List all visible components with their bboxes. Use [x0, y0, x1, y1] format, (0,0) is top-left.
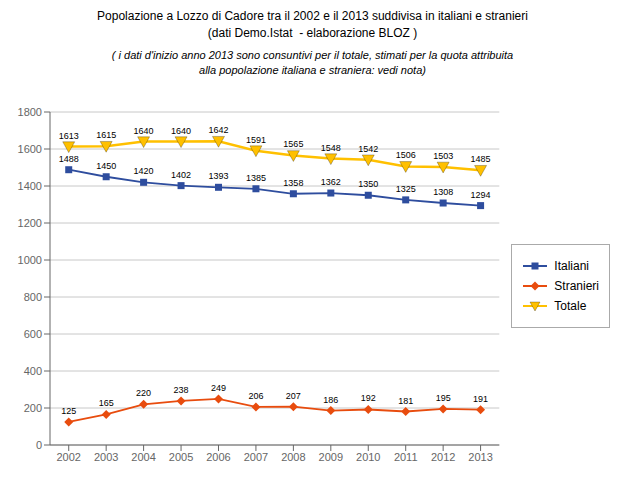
svg-text:1358: 1358: [283, 178, 303, 188]
svg-text:2009: 2009: [319, 451, 343, 463]
svg-text:207: 207: [286, 391, 301, 401]
svg-text:800: 800: [24, 291, 42, 303]
svg-text:2005: 2005: [169, 451, 193, 463]
svg-text:191: 191: [473, 394, 488, 404]
svg-text:1000: 1000: [18, 254, 42, 266]
svg-text:600: 600: [24, 328, 42, 340]
svg-text:1542: 1542: [358, 144, 378, 154]
svg-text:1450: 1450: [96, 161, 116, 171]
html-text:( i dati d'inizio anno 2013 so: ( i dati d'inizio anno 2013 sono consunt…: [111, 49, 514, 61]
html-text:Popolazione a Lozzo di Cadore: Popolazione a Lozzo di Cadore tra il 200…: [97, 9, 528, 23]
svg-text:2008: 2008: [281, 451, 305, 463]
svg-text:195: 195: [436, 393, 451, 403]
svg-text:1503: 1503: [433, 151, 453, 161]
html-text:(dati Demo.Istat - elaborazion: (dati Demo.Istat - elaborazione BLOZ ): [207, 26, 418, 40]
svg-text:2010: 2010: [356, 451, 380, 463]
svg-text:238: 238: [174, 385, 189, 395]
svg-text:1485: 1485: [471, 154, 491, 164]
svg-text:1294: 1294: [471, 190, 491, 200]
svg-text:2002: 2002: [56, 451, 80, 463]
svg-text:206: 206: [248, 391, 263, 401]
svg-text:1400: 1400: [18, 180, 42, 192]
svg-text:1325: 1325: [396, 184, 416, 194]
svg-text:1640: 1640: [134, 126, 154, 136]
svg-text:181: 181: [398, 396, 413, 406]
svg-text:1506: 1506: [396, 150, 416, 160]
svg-text:2006: 2006: [206, 451, 230, 463]
svg-text:249: 249: [211, 383, 226, 393]
svg-text:200: 200: [24, 402, 42, 414]
svg-text:1615: 1615: [96, 130, 116, 140]
svg-text:1565: 1565: [283, 139, 303, 149]
svg-text:2011: 2011: [394, 451, 418, 463]
svg-text:1640: 1640: [171, 126, 191, 136]
svg-text:400: 400: [24, 365, 42, 377]
svg-text:165: 165: [99, 398, 114, 408]
svg-text:2007: 2007: [244, 451, 268, 463]
html-text:Totale: Totale: [554, 299, 587, 313]
svg-text:1308: 1308: [433, 187, 453, 197]
svg-text:1488: 1488: [59, 154, 79, 164]
svg-text:1393: 1393: [208, 171, 228, 181]
svg-text:2004: 2004: [131, 451, 155, 463]
svg-text:2013: 2013: [468, 451, 492, 463]
svg-text:0: 0: [36, 439, 42, 451]
svg-text:1800: 1800: [18, 106, 42, 118]
svg-text:1600: 1600: [18, 143, 42, 155]
svg-text:1420: 1420: [134, 166, 154, 176]
svg-text:1200: 1200: [18, 217, 42, 229]
html-text:alla popolazione italiana e st: alla popolazione italiana e straniera: v…: [199, 64, 426, 76]
svg-text:1613: 1613: [59, 131, 79, 141]
svg-text:186: 186: [323, 395, 338, 405]
svg-text:1402: 1402: [171, 170, 191, 180]
html-text:Italiani: Italiani: [554, 259, 589, 273]
svg-text:192: 192: [361, 393, 376, 403]
svg-text:2003: 2003: [94, 451, 118, 463]
svg-text:1548: 1548: [321, 143, 341, 153]
html-text:Stranieri: Stranieri: [554, 279, 599, 293]
svg-text:125: 125: [61, 406, 76, 416]
svg-text:1385: 1385: [246, 173, 266, 183]
svg-text:2012: 2012: [431, 451, 455, 463]
svg-text:1591: 1591: [246, 135, 266, 145]
svg-text:1642: 1642: [208, 125, 228, 135]
svg-text:1350: 1350: [358, 179, 378, 189]
svg-text:220: 220: [136, 388, 151, 398]
svg-text:1362: 1362: [321, 177, 341, 187]
